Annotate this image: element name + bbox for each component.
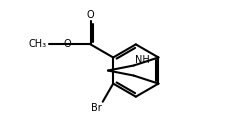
Text: Br: Br [91,103,102,113]
Text: CH₃: CH₃ [29,39,47,49]
Text: O: O [87,10,94,20]
Text: NH: NH [135,55,150,65]
Text: O: O [64,39,71,49]
